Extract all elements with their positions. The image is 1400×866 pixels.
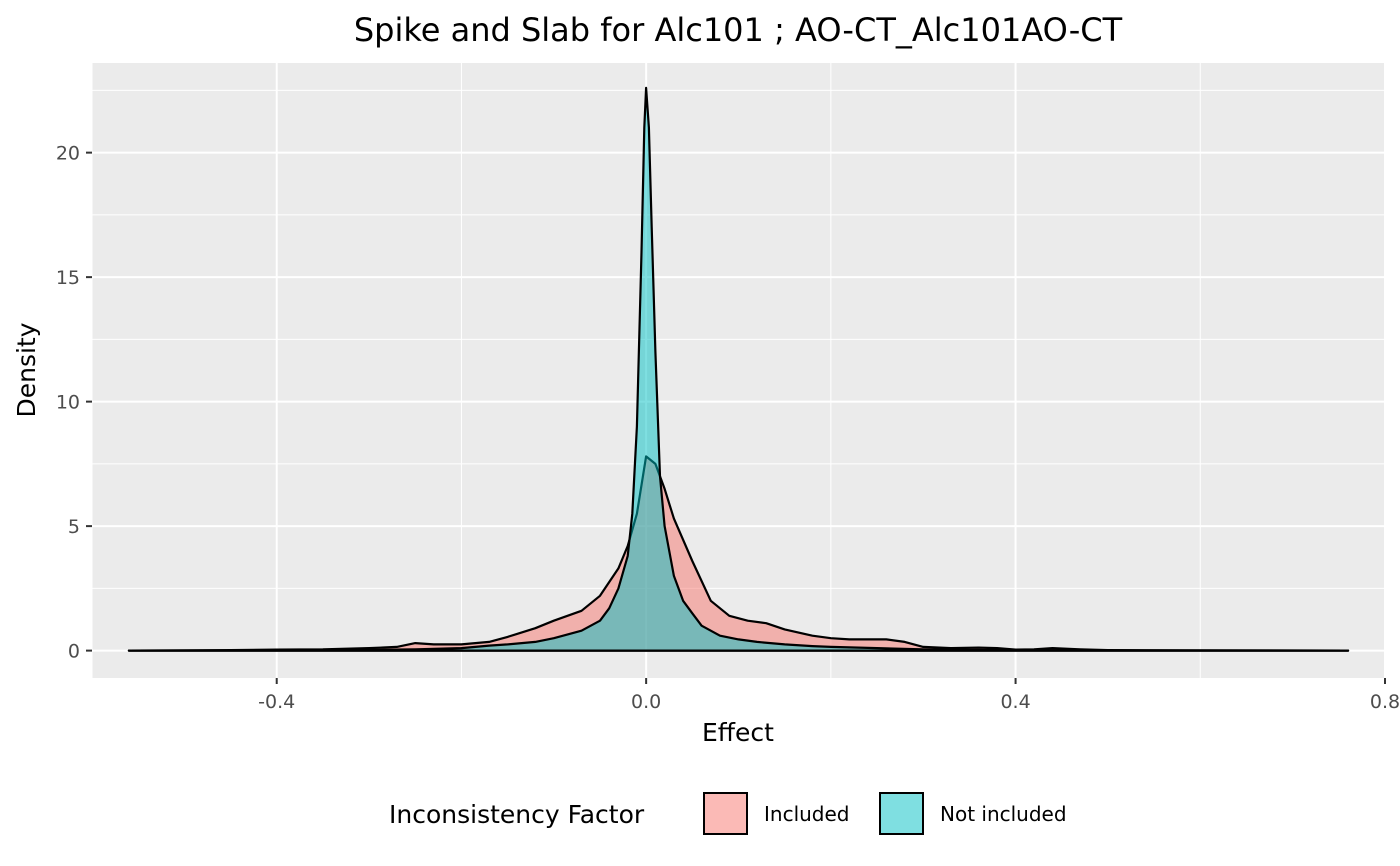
y-axis-title: Density xyxy=(12,322,41,417)
x-tick-label: 0.8 xyxy=(1370,691,1400,713)
legend-label-included: Included xyxy=(764,802,850,826)
x-tick-label: 0.0 xyxy=(631,691,661,713)
series-not-included-area xyxy=(127,86,1350,652)
y-tick-label: 15 xyxy=(56,267,80,289)
x-tick-label: 0.4 xyxy=(1000,691,1030,713)
legend-label-not-included: Not included xyxy=(940,802,1067,826)
series-layer xyxy=(127,86,1350,652)
series-included-area xyxy=(127,455,1350,652)
x-axis-title: Effect xyxy=(702,718,774,747)
legend-swatch-included xyxy=(703,792,748,835)
axes-layer: -0.4 0.0 0.4 0.8 0 5 10 15 20 xyxy=(56,143,1400,713)
chart-title: Spike and Slab for Alc101 ; AO-CT_Alc101… xyxy=(354,11,1123,49)
legend-title: Inconsistency Factor xyxy=(389,800,645,829)
y-tick-label: 5 xyxy=(68,516,80,538)
x-tick-label: -0.4 xyxy=(258,691,295,713)
y-tick-label: 20 xyxy=(56,143,80,165)
legend: Inconsistency Factor Included Not includ… xyxy=(389,792,1067,835)
grid-minor xyxy=(91,63,1385,678)
legend-swatch-not-included xyxy=(879,792,924,835)
plot-panel xyxy=(92,63,1385,678)
y-tick-label: 0 xyxy=(68,641,80,663)
y-tick-label: 10 xyxy=(56,392,80,414)
